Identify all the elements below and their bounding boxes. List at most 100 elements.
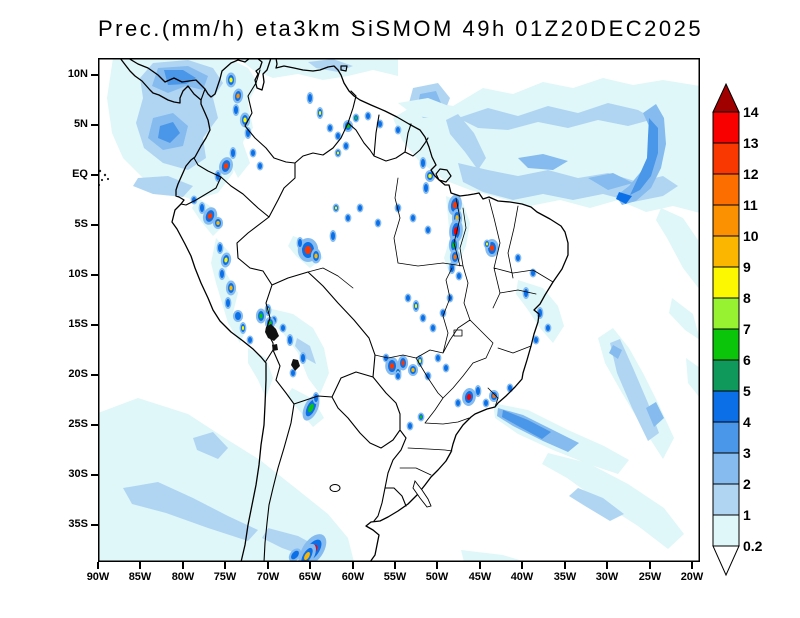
colorbar-segment xyxy=(712,359,740,392)
precip-patch xyxy=(656,208,700,290)
lon-label: 20W xyxy=(680,571,704,583)
lon-label: 50W xyxy=(425,571,449,583)
lon-tick xyxy=(394,562,396,569)
precip-patch xyxy=(98,398,354,562)
state-borders xyxy=(307,177,554,476)
colorbar-label: 12 xyxy=(743,166,759,182)
lon-label: 80W xyxy=(171,571,195,583)
precip-patch xyxy=(518,154,568,170)
colorbar-segment xyxy=(712,235,740,268)
precip-patch xyxy=(669,298,700,340)
colorbar-label: 4 xyxy=(743,414,751,430)
lat-label: 5N xyxy=(73,118,88,130)
lagoa-dos-patos xyxy=(412,480,432,508)
colorbar-bottom-arrow xyxy=(712,545,740,577)
lat-label: 35S xyxy=(68,518,88,530)
lon-tick xyxy=(606,562,608,569)
lat-label: 20S xyxy=(68,368,88,380)
country-borders xyxy=(180,69,429,562)
precip-patch xyxy=(398,98,454,119)
map-frame xyxy=(98,58,700,562)
lon-label: 85W xyxy=(128,571,152,583)
lon-label: 30W xyxy=(595,571,619,583)
colorbar-segment xyxy=(712,328,740,361)
colorbar-label: 7 xyxy=(743,321,751,337)
lon-tick xyxy=(564,562,566,569)
lat-tick xyxy=(91,324,98,326)
precip-patch xyxy=(569,488,624,521)
lat-tick xyxy=(91,424,98,426)
lon-label: 75W xyxy=(213,571,237,583)
lon-label: 70W xyxy=(256,571,280,583)
lat-label: 10S xyxy=(68,268,88,280)
lon-tick xyxy=(97,562,99,569)
islands xyxy=(340,65,452,183)
precip-patch xyxy=(588,173,633,190)
precip-patch xyxy=(222,76,250,178)
lat-label: 10N xyxy=(67,68,88,80)
colorbar-label: 5 xyxy=(743,383,751,399)
colorbar-segment xyxy=(712,421,740,454)
precip-patch xyxy=(646,402,664,427)
lon-tick xyxy=(267,562,269,569)
lat-tick xyxy=(91,474,98,476)
colorbar-segment xyxy=(712,266,740,299)
colorbar-label: 6 xyxy=(743,352,751,368)
lon-label: 25W xyxy=(638,571,662,583)
colorbar-segment xyxy=(712,142,740,175)
colorbar-label: 3 xyxy=(743,445,751,461)
lon-label: 65W xyxy=(298,571,322,583)
lat-tick xyxy=(91,124,98,126)
precip-patch xyxy=(158,122,180,143)
lon-label: 40W xyxy=(510,571,534,583)
lake-titicaca xyxy=(265,324,279,341)
colorbar-segment xyxy=(712,111,740,144)
lon-tick xyxy=(352,562,354,569)
colorbar-label: 9 xyxy=(743,259,751,275)
lon-tick xyxy=(224,562,226,569)
precip-patch xyxy=(610,339,659,441)
salar-blob xyxy=(291,359,300,371)
precip-patch xyxy=(686,358,700,398)
colorbar-label: 8 xyxy=(743,290,751,306)
galapagos-islands xyxy=(98,169,110,187)
colorbar-segment xyxy=(712,297,740,330)
lon-label: 45W xyxy=(468,571,492,583)
precip-shading xyxy=(98,58,700,562)
precip-patch xyxy=(193,432,228,459)
lat-label: 30S xyxy=(68,468,88,480)
colorbar-segment xyxy=(712,390,740,423)
lat-tick xyxy=(91,374,98,376)
lat-label: 25S xyxy=(68,418,88,430)
colorbar-segment xyxy=(712,452,740,485)
precip-patch xyxy=(616,192,632,204)
precipitation-map xyxy=(98,58,700,562)
colorbar-label: 11 xyxy=(743,197,758,213)
lake-mar-chiquita xyxy=(329,484,341,492)
lon-label: 90W xyxy=(86,571,110,583)
lat-tick xyxy=(91,274,98,276)
lon-tick xyxy=(521,562,523,569)
precip-patch xyxy=(630,118,658,195)
colorbar-label: 2 xyxy=(743,476,751,492)
lakes xyxy=(265,324,432,508)
lon-tick xyxy=(309,562,311,569)
precip-patch xyxy=(308,59,353,72)
colorbar-segment xyxy=(712,173,740,206)
lat-tick xyxy=(91,524,98,526)
precip-patch xyxy=(461,550,526,562)
lon-tick xyxy=(139,562,141,569)
lat-label: EQ xyxy=(72,168,88,180)
lon-label: 55W xyxy=(383,571,407,583)
precip-patch xyxy=(446,114,486,170)
colorbar-label: 0.2 xyxy=(743,538,763,554)
lon-tick xyxy=(649,562,651,569)
precip-patch xyxy=(123,482,258,541)
lon-tick xyxy=(436,562,438,569)
precip-patch xyxy=(133,176,193,197)
precip-patch xyxy=(542,453,684,549)
lon-tick xyxy=(691,562,693,569)
colorbar: 14 13 12 11 10 9 8 7 6 5 4 3 2 1 0.2 xyxy=(712,82,763,577)
colorbar-segment xyxy=(712,204,740,237)
